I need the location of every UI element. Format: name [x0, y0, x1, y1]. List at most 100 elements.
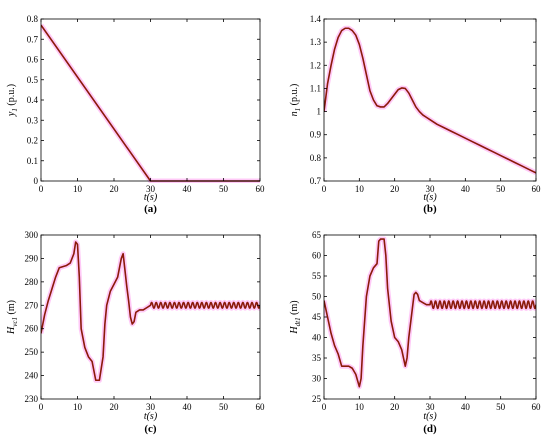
x-tick-label: 10: [355, 402, 365, 412]
y-tick-label: 240: [25, 371, 39, 381]
y-tick-label: 0.7: [27, 34, 39, 44]
y-axis-label-unit: (m): [289, 300, 300, 317]
series-line: [324, 238, 536, 388]
y-tick-label: 0: [34, 176, 39, 186]
y-tick-label: 0.4: [27, 95, 39, 105]
y-tick-label: 1.4: [310, 14, 322, 24]
x-tick-label: 50: [496, 402, 506, 412]
chart-panel-2: 0 10 20 30 40 50 60 0.7 0.8 0.9 1 1.1 1.2 1.3 1.4 t(s) n…: [289, 14, 541, 215]
y-tick-label: 35: [312, 353, 322, 363]
y-tick-label: 0.2: [27, 136, 38, 146]
x-tick-label: 40: [461, 184, 471, 194]
y-axis-label-unit: (m): [6, 300, 17, 317]
x-tick-label: 10: [73, 402, 83, 412]
panel-label: (a): [144, 203, 157, 215]
x-tick-label: 40: [461, 402, 471, 412]
x-tick-label: 30: [426, 184, 436, 194]
x-tick-label: 30: [146, 184, 156, 194]
y-tick-label: 260: [25, 324, 39, 334]
y-axis-label-main: H: [289, 326, 300, 335]
x-tick-label: 50: [219, 402, 229, 412]
y-axis-label-main: H: [6, 326, 17, 335]
series-line: [324, 27, 536, 174]
x-tick-label: 20: [110, 402, 120, 412]
y-tick-label: 0.8: [310, 153, 322, 163]
y-tick-label: 0.6: [27, 55, 39, 65]
y-tick-label: 1: [317, 107, 322, 117]
y-axis-label-sub: vc1: [11, 317, 19, 327]
y-tick-label: 55: [312, 271, 322, 281]
x-tick-label: 50: [219, 184, 229, 194]
x-tick-label: 20: [390, 402, 400, 412]
x-tick-label: 60: [532, 402, 542, 412]
x-axis-label: t(s): [423, 192, 437, 203]
x-tick-label: 40: [183, 184, 193, 194]
y-axis-label: Hdt1 (m): [289, 300, 302, 334]
y-tick-label: 40: [312, 333, 322, 343]
x-tick-label: 0: [322, 402, 327, 412]
x-axis-label: t(s): [144, 192, 158, 203]
y-axis-label-main: y: [6, 111, 17, 117]
x-tick-label: 30: [146, 402, 156, 412]
panel-label: (b): [423, 203, 437, 215]
y-tick-label: 0.1: [27, 156, 38, 166]
x-tick-label: 60: [256, 402, 266, 412]
x-axis-label: t(s): [423, 411, 437, 422]
y-tick-label: 25: [312, 394, 322, 404]
y-axis-label: n1 (p.u.): [289, 84, 302, 117]
y-tick-label: 290: [25, 253, 39, 263]
y-axis-label-unit: (p.u.): [289, 84, 300, 108]
y-tick-label: 250: [25, 347, 39, 357]
y-tick-label: 0.7: [310, 176, 322, 186]
x-tick-label: 30: [426, 402, 436, 412]
y-tick-label: 65: [312, 230, 322, 240]
series-line: [41, 24, 260, 182]
x-tick-label: 50: [496, 184, 506, 194]
y-tick-label: 230: [25, 394, 39, 404]
y-axis-label: Hvc1 (m): [6, 300, 19, 335]
y-tick-label: 0.8: [27, 14, 39, 24]
y-tick-label: 280: [25, 277, 39, 287]
y-tick-label: 0.5: [27, 75, 39, 85]
y-axis-label: y1 (p.u.): [6, 84, 19, 117]
y-tick-label: 1.2: [310, 60, 321, 70]
y-tick-label: 0.9: [310, 130, 322, 140]
y-tick-label: 1.1: [310, 83, 321, 93]
series-glow-line: [324, 236, 536, 390]
axes-box: [40, 18, 261, 182]
y-axis-label-sub: dt1: [294, 317, 302, 326]
chart-panel-3: 0 10 20 30 40 50 60 230 240 250 260 270 280 290 300 t(s…: [6, 230, 265, 435]
x-tick-label: 0: [39, 184, 44, 194]
panel-label: (d): [423, 423, 437, 435]
series-line: [41, 241, 260, 382]
x-tick-label: 0: [322, 184, 327, 194]
y-tick-label: 1.3: [310, 37, 322, 47]
y-tick-label: 60: [312, 251, 322, 261]
chart-panel-4: 0 10 20 30 40 50 60 25 30 35 40 45 50 55 60 65 t(s) Hdt1 …: [289, 230, 541, 435]
series-glow-line: [41, 239, 260, 383]
y-tick-label: 270: [25, 300, 39, 310]
y-tick-label: 300: [25, 230, 39, 240]
x-tick-label: 0: [39, 402, 44, 412]
y-axis-label-sub: 1: [294, 108, 302, 112]
y-tick-label: 50: [312, 292, 322, 302]
panel-label: (c): [144, 423, 157, 435]
x-tick-label: 10: [73, 184, 83, 194]
y-tick-label: 30: [312, 374, 322, 384]
x-tick-label: 10: [355, 184, 365, 194]
x-tick-label: 60: [256, 184, 266, 194]
x-axis-label: t(s): [144, 411, 158, 422]
y-tick-label: 45: [312, 312, 322, 322]
x-tick-label: 40: [183, 402, 193, 412]
y-axis-label-unit: (p.u.): [6, 84, 17, 108]
x-tick-label: 20: [390, 184, 400, 194]
y-axis-label-sub: 1: [11, 108, 19, 112]
series-glow-line: [324, 25, 536, 176]
y-tick-label: 0.3: [27, 115, 39, 125]
x-tick-label: 60: [532, 184, 542, 194]
series-glow-line: [41, 23, 260, 183]
y-axis-label-main: n: [289, 111, 300, 116]
x-tick-label: 20: [110, 184, 120, 194]
chart-panel-1: 0 10 20 30 40 50 60 0 0.1 0.2 0.3 0.4 0.5 0.6 0.7 0.8 t(…: [6, 14, 265, 215]
